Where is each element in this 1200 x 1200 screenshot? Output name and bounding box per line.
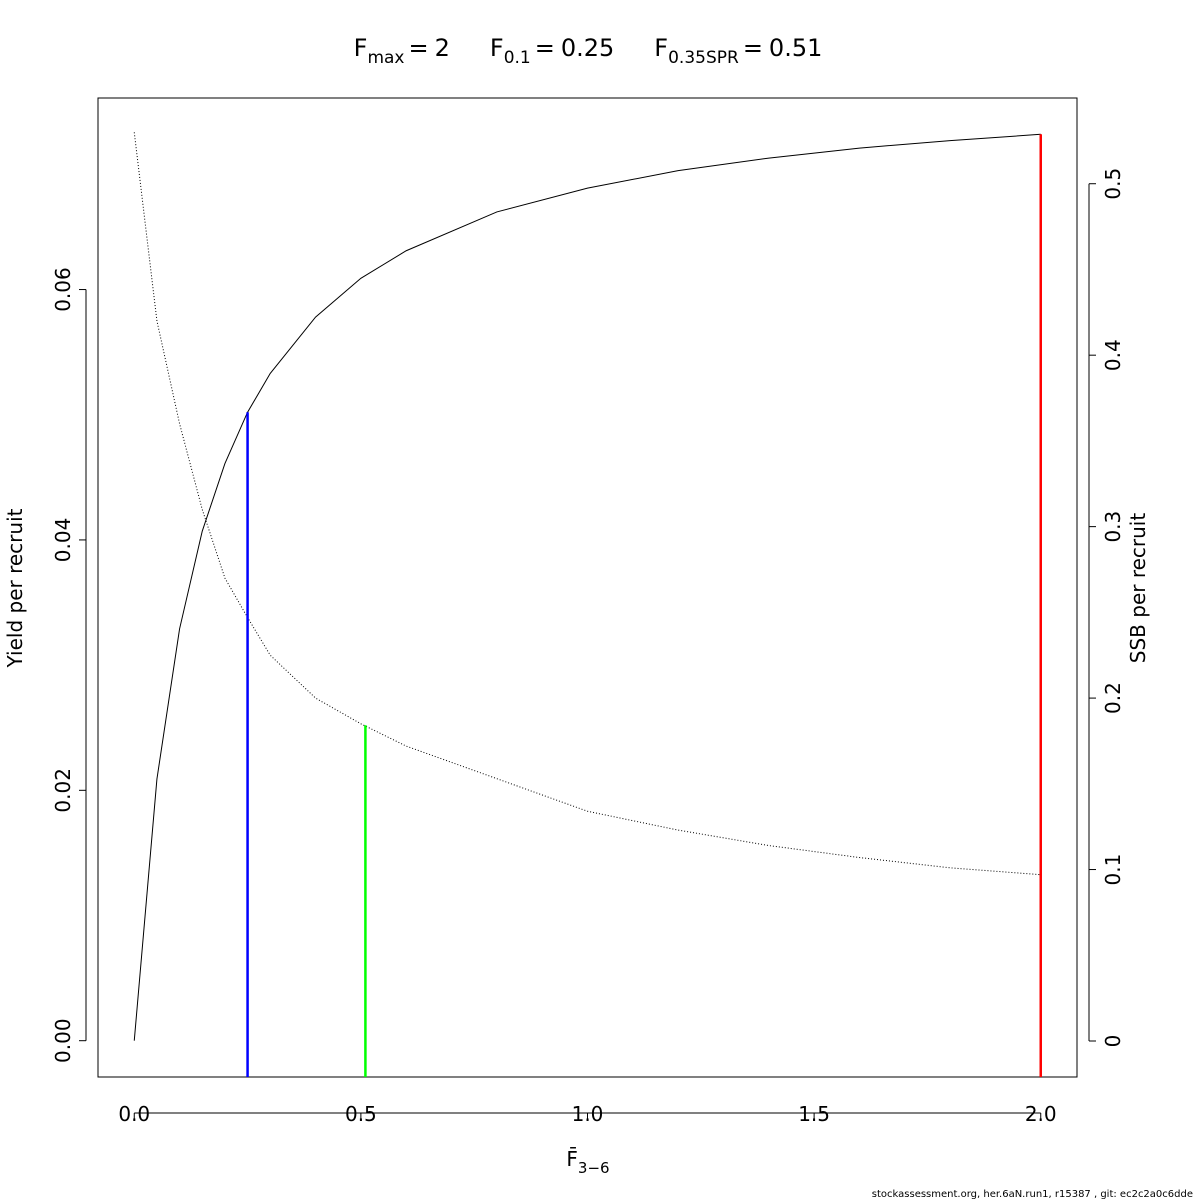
series-line [133,133,1041,1041]
chart-title: Fmax = 2 F0.1 = 0.25 F0.35SPR = 0.51 [354,34,823,68]
y2-tick-label: 0.3 [1101,511,1125,543]
y2-tick-label: 0 [1101,1035,1125,1048]
title-value: 0.25 [561,34,614,62]
y2-axis-label: SSB per recruit [1126,513,1150,664]
y2-tick-label: 0.4 [1101,339,1125,371]
title-relation: = [408,34,428,62]
title-subscript: 0.1 [504,48,531,68]
title-subscript: max [367,48,404,68]
x-label-symbol: F̄ [566,1146,578,1171]
x-tick-label: 1.5 [798,1102,830,1126]
x-label-subscript: 3−6 [578,1159,610,1177]
title-relation: = [743,34,763,62]
footer: stockassessment.org, her.6aN.run1, r1538… [872,1189,1193,1200]
x-tick-label: 1.0 [572,1102,604,1126]
series-line [133,132,1041,876]
x-tick-label: 0.0 [118,1102,150,1126]
title-symbol: F [654,34,668,62]
plot-frame [97,97,1078,1078]
title-relation: = [535,34,555,62]
title-symbol: F [354,34,368,62]
y-tick-label: 0.06 [51,267,75,312]
title-value: 2 [435,34,450,62]
x-axis-label: F̄3−6 [566,1146,609,1177]
y2-tick-label: 0.1 [1101,854,1125,886]
x-tick-label: 2.0 [1025,1102,1057,1126]
y-axis-label: Yield per recruit [3,508,27,668]
x-tick-label: 0.5 [345,1102,377,1126]
title-subscript: 0.35SPR [668,48,739,68]
y-tick-label: 0.04 [51,518,75,563]
title-value: 0.51 [769,34,822,62]
title-symbol: F [490,34,504,62]
y-tick-label: 0.00 [51,1018,75,1063]
y2-tick-label: 0.5 [1101,168,1125,200]
y-tick-label: 0.02 [51,768,75,813]
y2-tick-label: 0.2 [1101,682,1125,714]
